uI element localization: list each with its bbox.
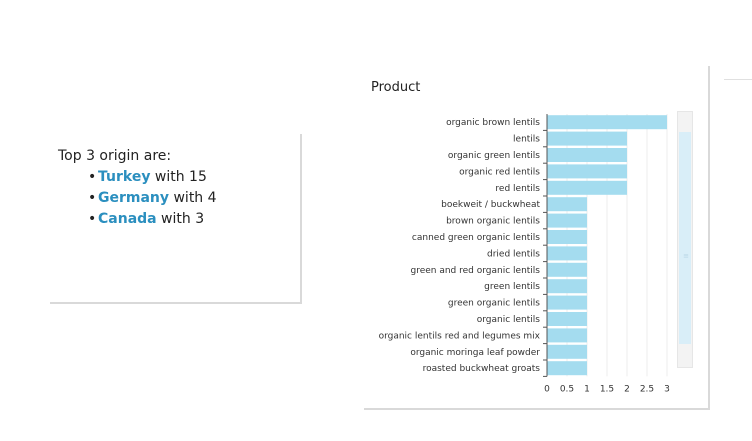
category-label: boekweit / buckwheat — [441, 200, 540, 210]
category-label: red lentils — [495, 184, 540, 194]
country-count: with 4 — [169, 190, 217, 206]
bullet-icon: • — [88, 169, 97, 185]
category-label: brown organic lentils — [446, 217, 540, 227]
product-bar-chart: organic brown lentils lentils organic gree… — [379, 114, 670, 394]
country-name: Turkey — [98, 169, 151, 185]
category-label: dried lentils — [487, 249, 540, 259]
next-panel-edge — [724, 79, 752, 80]
category-label: lentils — [513, 135, 540, 145]
bar — [547, 148, 627, 162]
category-label: roasted buckwheat groats — [423, 364, 541, 374]
category-label: organic red lentils — [459, 167, 540, 177]
category-label: canned green organic lentils — [412, 233, 540, 243]
category-label: organic moringa leaf powder — [410, 348, 540, 358]
country-count: with 3 — [156, 211, 205, 227]
country-count: with 15 — [150, 169, 207, 185]
bar — [547, 180, 627, 195]
bar — [547, 197, 587, 212]
category-label: organic green lentils — [448, 151, 540, 161]
bar — [547, 361, 587, 376]
bullet-icon: • — [88, 190, 97, 206]
bar — [547, 344, 587, 359]
grip-icon: ≡ — [683, 252, 689, 260]
category-label: green organic lentils — [448, 299, 540, 309]
list-item: • Germany with 4 — [88, 188, 217, 209]
bar — [547, 262, 587, 277]
bar — [547, 230, 587, 244]
x-tick-label: 3 — [664, 384, 670, 394]
category-label: green lentils — [484, 282, 540, 292]
bar — [547, 279, 587, 294]
product-chart-panel: Product organic brown lentils lentils orga… — [364, 66, 710, 410]
x-tick-label: 0 — [544, 384, 550, 394]
country-name: Canada — [98, 211, 157, 227]
bar — [547, 164, 627, 179]
x-tick-label: 1.5 — [600, 384, 614, 394]
top-origins-list: • Turkey with 15 • Germany with 4 • Canada … — [88, 167, 217, 230]
bar — [547, 131, 627, 146]
bar — [547, 295, 587, 310]
country-name: Germany — [98, 190, 170, 206]
bar — [547, 328, 587, 343]
bar — [547, 115, 667, 130]
bar — [547, 213, 587, 228]
bar — [547, 312, 587, 326]
chart-scrollbar[interactable]: ≡ — [677, 111, 693, 368]
top-origins-panel: Top 3 origin are: • Turkey with 15 • Germa… — [50, 134, 302, 304]
bullet-icon: • — [88, 211, 97, 227]
category-label: green and red organic lentils — [410, 266, 540, 276]
list-item: • Canada with 3 — [88, 209, 217, 230]
category-label: organic lentils — [477, 315, 541, 325]
category-label: organic lentils red and legumes mix — [379, 331, 541, 341]
bar — [547, 246, 587, 261]
chart-title: Product — [371, 80, 421, 95]
list-item: • Turkey with 15 — [88, 167, 217, 188]
x-tick-label: 2 — [624, 384, 630, 394]
top-origins-intro: Top 3 origin are: — [58, 148, 172, 164]
category-label: organic brown lentils — [446, 118, 540, 128]
x-tick-label: 0.5 — [560, 384, 574, 394]
x-tick-label: 2.5 — [640, 384, 654, 394]
x-tick-label: 1 — [584, 384, 590, 394]
scrollbar-thumb[interactable]: ≡ — [679, 132, 691, 344]
